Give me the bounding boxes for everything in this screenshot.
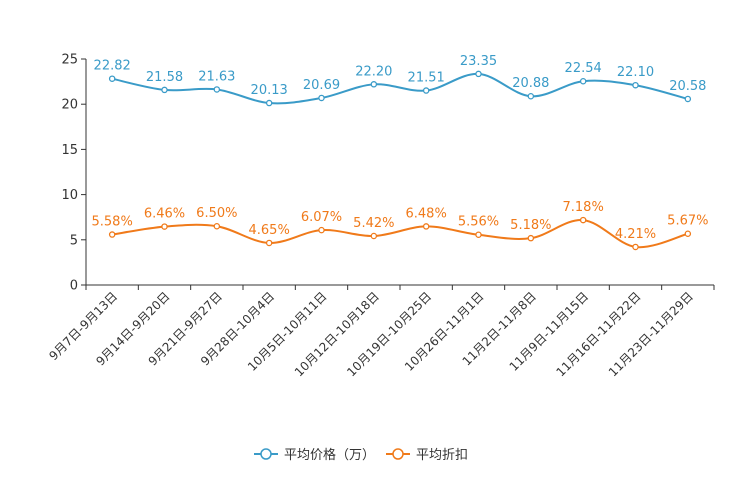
data-point[interactable] [265, 239, 273, 247]
data-label: 21.63 [198, 69, 235, 84]
legend-marker-icon [392, 448, 404, 460]
legend-marker-icon [260, 448, 272, 460]
data-point[interactable] [318, 94, 325, 102]
legend-label: 平均折扣 [416, 448, 468, 463]
data-point[interactable] [213, 86, 221, 93]
data-label: 20.69 [303, 78, 340, 93]
data-label: 4.65% [249, 223, 290, 238]
legend-label: 平均价格（万） [284, 447, 375, 463]
data-label: 20.58 [669, 79, 706, 94]
data-point[interactable] [579, 216, 587, 224]
series-layer: 22.82 21.58 21.63 20.13 20.69 22.20 21.51 23.35… [92, 54, 708, 251]
legend[interactable]: 平均价格（万） 平均折扣 [254, 447, 468, 463]
data-point[interactable] [318, 226, 325, 234]
data-point[interactable] [632, 81, 639, 89]
data-label: 5.42% [353, 216, 394, 231]
y-tick-label: 15 [61, 143, 78, 158]
data-label: 21.58 [146, 70, 183, 85]
data-point[interactable] [370, 81, 378, 88]
data-label: 5.58% [92, 215, 133, 230]
data-label: 22.82 [94, 59, 131, 74]
series-line [111, 72, 689, 105]
data-point[interactable] [108, 231, 116, 238]
data-point[interactable] [161, 86, 168, 94]
data-point[interactable] [370, 232, 378, 240]
data-point[interactable] [579, 77, 587, 85]
data-point[interactable] [632, 243, 639, 251]
data-point[interactable] [265, 99, 273, 107]
series-2: 5.58% 6.46% 6.50% 4.65% 6.07% 5.42% 6.48% 5.56%… [92, 200, 708, 251]
data-label: 22.20 [355, 64, 392, 79]
data-point[interactable] [213, 222, 221, 230]
data-point[interactable] [422, 223, 430, 230]
legend-item-2[interactable]: 平均折扣 [386, 448, 468, 463]
data-label: 20.13 [251, 83, 288, 98]
y-tick-label: 20 [61, 98, 78, 113]
series-line [112, 219, 689, 249]
data-point[interactable] [161, 223, 168, 230]
data-label: 22.54 [565, 61, 602, 76]
series-1: 22.82 21.58 21.63 20.13 20.69 22.20 21.51 23.35… [94, 54, 706, 107]
data-point[interactable] [684, 95, 692, 103]
data-point[interactable] [684, 230, 692, 237]
data-label: 5.67% [667, 214, 708, 229]
y-tick-label: 0 [70, 279, 78, 294]
data-point[interactable] [527, 234, 535, 242]
data-label: 22.10 [617, 65, 654, 80]
y-tick-label: 5 [70, 233, 78, 248]
data-label: 7.18% [563, 200, 604, 215]
data-label: 6.48% [406, 206, 447, 221]
data-label: 5.56% [458, 215, 499, 230]
data-point[interactable] [527, 92, 535, 100]
data-point[interactable] [108, 75, 116, 82]
data-label: 20.88 [512, 76, 549, 91]
data-label: 6.07% [301, 210, 342, 225]
data-label: 4.21% [615, 227, 656, 242]
y-tick-label: 10 [61, 188, 78, 203]
data-point[interactable] [475, 70, 482, 78]
data-label: 6.50% [196, 206, 237, 221]
data-label: 21.51 [408, 71, 445, 86]
legend-item-1[interactable]: 平均价格（万） [254, 447, 375, 463]
y-tick-label: 25 [61, 53, 78, 68]
data-point[interactable] [422, 87, 430, 94]
data-label: 6.46% [144, 207, 185, 222]
data-point[interactable] [475, 231, 482, 238]
data-label: 5.18% [510, 218, 551, 233]
data-label: 23.35 [460, 54, 497, 69]
